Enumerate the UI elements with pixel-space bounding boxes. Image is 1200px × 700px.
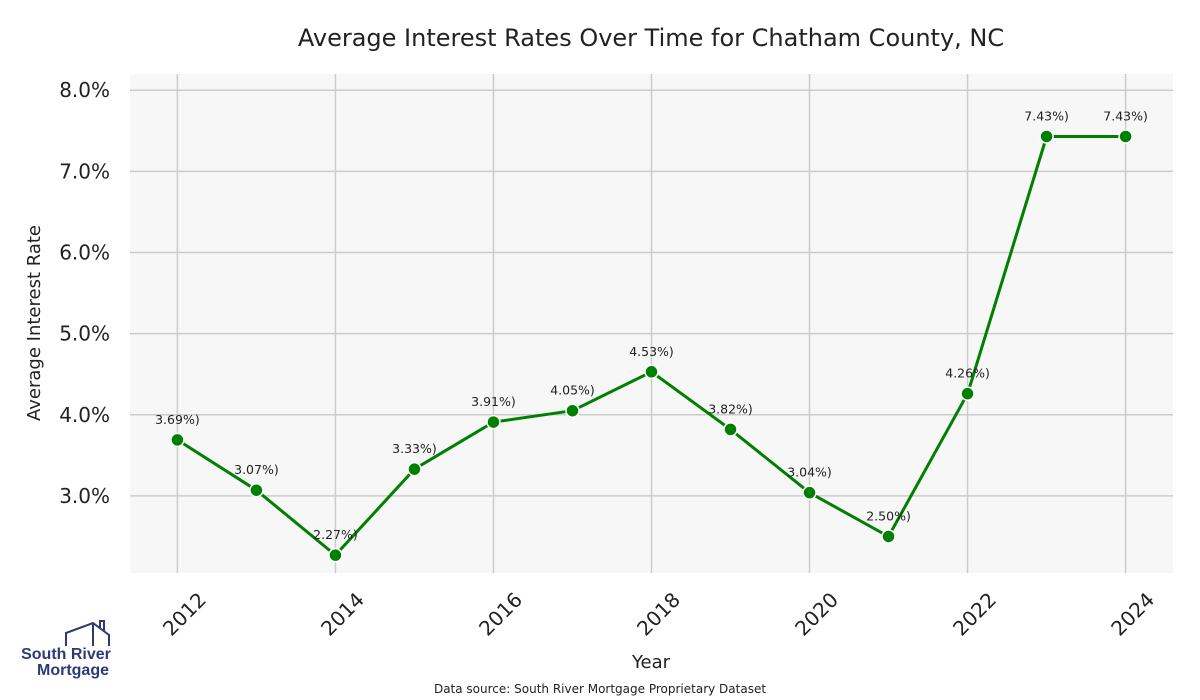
data-point [1118,129,1133,144]
y-tick-label: 4.0% [59,403,110,427]
data-markers [170,129,1133,563]
data-label: 7.43%) [1103,108,1148,123]
x-tick-label: 2020 [790,588,843,641]
data-label: 4.26%) [945,366,990,381]
data-label: 3.91%) [471,394,516,409]
data-point [802,485,817,500]
x-tick-label: 2018 [632,588,685,641]
x-axis-ticks: 2012 2014 2016 2018 2020 2022 2024 [158,588,1159,641]
x-tick-label: 2024 [1106,588,1159,641]
y-axis-label: Average Interest Rate [24,225,45,421]
data-label: 4.05%) [550,383,595,398]
company-logo: South River Mortgage [21,620,111,679]
data-label: 2.50%) [866,508,911,523]
house-outline-icon [65,620,110,646]
y-axis-ticks: 3.0% 4.0% 5.0% 6.0% 7.0% 8.0% [59,78,110,508]
y-tick-label: 6.0% [59,241,110,265]
y-tick-label: 5.0% [59,322,110,346]
data-point [881,529,896,544]
data-label: 3.04%) [787,465,832,480]
data-label: 7.43%) [1024,108,1069,123]
logo-line2: Mortgage [37,662,109,679]
logo-line1: South River [21,646,111,663]
data-point [565,403,580,418]
chart-title: Average Interest Rates Over Time for Cha… [298,24,1004,52]
data-point [1039,129,1054,144]
data-label: 2.27%) [313,527,358,542]
data-point [249,482,264,498]
data-label: 3.82%) [708,401,753,416]
data-label: 3.07%) [234,462,279,477]
x-axis-label: Year [631,652,671,673]
data-point [486,414,501,430]
x-tick-label: 2022 [948,588,1001,641]
data-point [328,547,343,563]
data-point [723,422,738,437]
data-point [644,364,659,380]
data-label: 3.69%) [155,412,200,427]
data-label: 3.33%) [392,441,437,456]
data-point [170,432,185,448]
x-tick-label: 2016 [474,588,527,641]
y-tick-label: 7.0% [59,159,110,183]
x-tick-label: 2012 [158,588,211,641]
y-tick-label: 3.0% [59,484,110,508]
data-point [960,386,975,401]
data-labels: 3.69%) 3.07%) 2.27%) 3.33%) 3.91%) 4.05%) 4.53… [155,108,1148,542]
source-note: Data source: South River Mortgage Propri… [434,682,766,696]
x-tick-label: 2014 [316,588,369,641]
data-label: 4.53%) [629,344,674,359]
data-point [407,461,422,477]
y-tick-label: 8.0% [59,78,110,102]
